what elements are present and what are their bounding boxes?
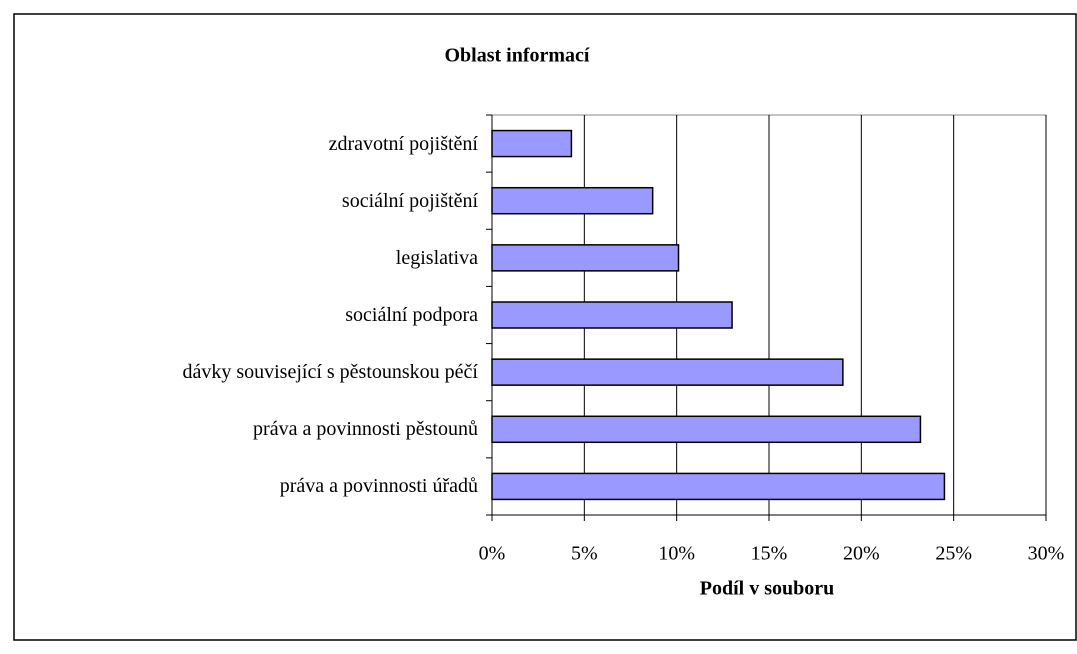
y-tick-label: legislativa	[395, 246, 478, 269]
frame	[13, 13, 1077, 641]
x-tick-label: 0%	[479, 543, 506, 565]
y-tick-label: práva a povinnosti úřadů	[279, 475, 478, 498]
x-axis-label: Podíl v souboru	[700, 578, 834, 600]
y-tick-label: sociální pojištění	[341, 189, 478, 212]
y-tick-label: práva a povinnosti pěstounů	[253, 418, 478, 441]
x-tick-label: 20%	[843, 543, 880, 565]
bar	[491, 472, 946, 501]
bar	[491, 415, 922, 444]
chart-title: Oblast informací	[445, 45, 590, 67]
bar	[491, 244, 680, 272]
bar	[491, 301, 733, 329]
bar	[491, 186, 654, 215]
x-tick-label: 15%	[751, 543, 788, 565]
x-tick-label: 30%	[1028, 543, 1065, 565]
y-tick-label: dávky související s pěstounskou péčí	[182, 361, 478, 384]
x-tick-label: 25%	[935, 543, 972, 565]
x-tick-label: 10%	[658, 543, 695, 565]
x-tick-label: 5%	[571, 543, 598, 565]
y-tick-label: zdravotní pojištění	[328, 132, 478, 155]
y-tick-label: sociální podpora	[345, 304, 478, 326]
bar	[491, 358, 844, 386]
bar	[491, 129, 573, 158]
